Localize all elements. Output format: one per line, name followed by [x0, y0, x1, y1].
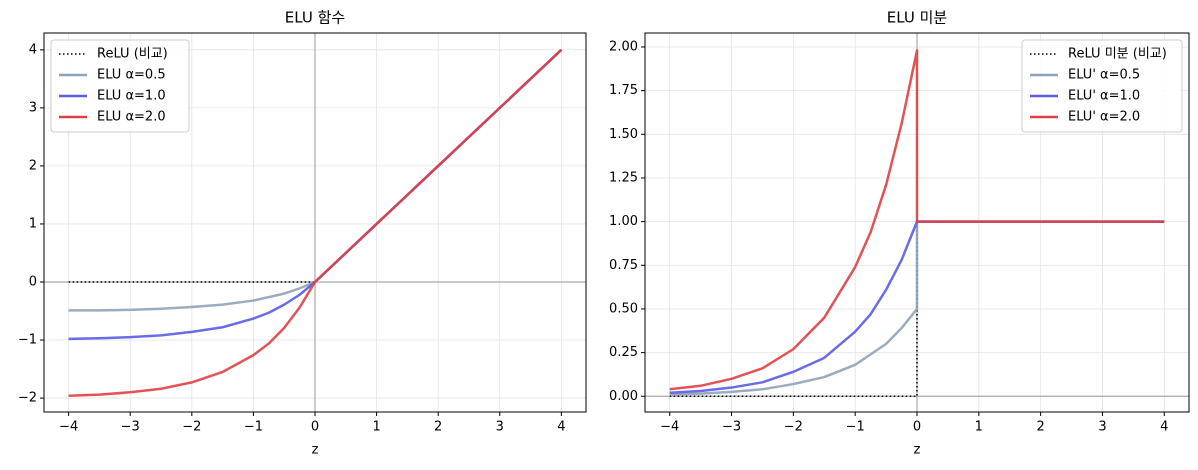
y-tick-label: 1.50 [609, 127, 638, 142]
chart-title: ELU 미분 [887, 9, 948, 27]
legend-label: ELU α=0.5 [97, 68, 166, 83]
y-tick-label: 1.75 [609, 83, 638, 98]
plot-frame [43, 32, 587, 413]
series-line [669, 49, 1165, 391]
legend-box [50, 39, 190, 133]
x-tick-label: −1 [846, 420, 865, 435]
y-tick-label: −1 [18, 333, 37, 348]
plot-frame [644, 32, 1190, 413]
x-tick-label: −4 [59, 420, 78, 435]
series-line [68, 48, 563, 397]
legend-label: ELU α=1.0 [97, 89, 166, 104]
y-tick-label: 1 [29, 216, 37, 231]
series-line [68, 49, 562, 283]
legend-label: ELU' α=1.0 [1068, 89, 1140, 104]
y-tick-label: 0 [29, 274, 37, 289]
y-tick-label: 1.00 [609, 214, 638, 229]
y-tick-label: 4 [29, 42, 37, 57]
x-tick-label: 4 [1160, 420, 1168, 435]
x-tick-label: −3 [722, 420, 741, 435]
y-tick-label: 0.00 [609, 389, 638, 404]
y-tick-label: 0.25 [609, 345, 638, 360]
y-tick-label: 1.25 [609, 170, 638, 185]
x-tick-label: 2 [1036, 420, 1044, 435]
x-axis-label: z [914, 443, 921, 458]
x-tick-label: −3 [121, 420, 140, 435]
x-tick-label: 3 [1098, 420, 1106, 435]
legend-label: ReLU 미분 (비교) [1068, 47, 1167, 62]
series-line [669, 220, 1165, 398]
x-tick-label: 0 [913, 420, 921, 435]
y-tick-label: −2 [18, 391, 37, 406]
chart-title: ELU 함수 [285, 9, 345, 27]
legend-label: ELU α=2.0 [97, 110, 166, 125]
y-tick-label: 2.00 [609, 39, 638, 54]
x-tick-label: −2 [182, 420, 201, 435]
x-tick-label: 0 [311, 420, 319, 435]
legend-label: ELU' α=2.0 [1068, 110, 1140, 125]
x-tick-label: −1 [244, 420, 263, 435]
y-tick-label: 0.50 [609, 301, 638, 316]
y-tick-label: 3 [29, 100, 37, 115]
x-tick-label: 1 [975, 420, 983, 435]
legend-label: ReLU (비교) [97, 47, 168, 62]
x-tick-label: 1 [372, 420, 380, 435]
x-tick-label: 3 [496, 420, 504, 435]
x-tick-label: 4 [557, 420, 565, 435]
y-tick-label: 2 [29, 158, 37, 173]
y-tick-label: 0.75 [609, 258, 638, 273]
x-tick-label: −2 [784, 420, 803, 435]
x-tick-label: −4 [660, 420, 679, 435]
legend-label: ELU' α=0.5 [1068, 68, 1140, 83]
legend-box [1021, 39, 1183, 133]
x-axis-label: z [312, 443, 319, 458]
x-tick-label: 2 [434, 420, 442, 435]
